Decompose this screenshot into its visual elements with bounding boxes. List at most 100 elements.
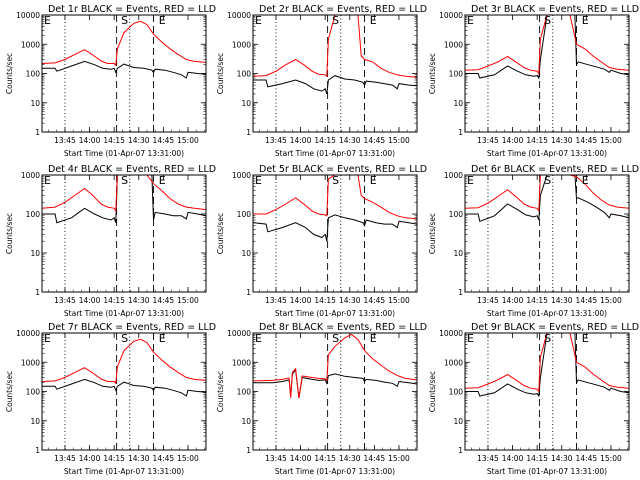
- y-tick-label: 1000: [232, 171, 251, 180]
- events-series-line: [465, 15, 629, 80]
- y-tick-label: 100: [237, 388, 252, 397]
- x-tick-label: 14:00: [79, 454, 101, 463]
- x-axis-label: Start Time (01-Apr-07 13:31:00): [64, 149, 184, 158]
- y-tick-label: 10: [30, 249, 40, 258]
- x-tick-label: 14:45: [153, 454, 175, 463]
- x-tick-label: 15:00: [177, 296, 199, 305]
- x-tick-label: 14:00: [290, 296, 312, 305]
- x-tick-label: 13:45: [477, 296, 499, 305]
- y-axis-label: Counts/sec: [216, 371, 225, 412]
- x-tick-label: 14:45: [576, 296, 598, 305]
- y-tick-label: 10: [241, 417, 251, 426]
- x-tick-label: 14:45: [153, 136, 175, 145]
- interval-marker: S: [121, 332, 128, 345]
- detector-panel: Det 4r BLACK = Events, RED = LLD Counts/s…: [5, 164, 216, 318]
- lld-series-line: [465, 333, 629, 393]
- x-tick-label: 14:15: [103, 296, 125, 305]
- y-tick-label: 1: [246, 288, 251, 297]
- interval-marker: E: [159, 14, 166, 27]
- interval-marker: E: [255, 174, 262, 187]
- events-series-line: [253, 214, 417, 242]
- y-tick-label: 100: [26, 388, 41, 397]
- y-tick-label: 1: [35, 446, 40, 455]
- x-tick-label: 14:45: [153, 296, 175, 305]
- plot-frame: [252, 174, 418, 293]
- panel-title: Det 5r BLACK = Events, RED = LLD: [259, 164, 427, 175]
- interval-marker: S: [544, 332, 551, 345]
- y-tick-label: 1: [246, 446, 251, 455]
- panel-title: Det 9r BLACK = Events, RED = LLD: [471, 322, 639, 333]
- y-tick-label: 100: [237, 70, 252, 79]
- panel-title: Det 6r BLACK = Events, RED = LLD: [471, 164, 639, 175]
- x-tick-label: 14:00: [79, 296, 101, 305]
- detector-panel: Det 1r BLACK = Events, RED = LLD Counts/s…: [5, 4, 216, 158]
- y-tick-label: 100: [237, 210, 252, 219]
- y-tick-label: 1000: [232, 40, 251, 49]
- x-tick-label: 14:00: [502, 136, 524, 145]
- lld-series-line: [465, 15, 629, 75]
- x-tick-label: 13:45: [477, 136, 499, 145]
- interval-marker: E: [159, 174, 166, 187]
- x-tick-label: 14:45: [364, 136, 386, 145]
- y-tick-label: 1000: [232, 358, 251, 367]
- y-tick-label: 1000: [444, 358, 463, 367]
- y-tick-label: 10000: [16, 329, 40, 338]
- y-tick-label: 10: [453, 249, 463, 258]
- x-axis-label: Start Time (01-Apr-07 13:31:00): [64, 467, 184, 476]
- x-tick-label: 14:30: [128, 296, 150, 305]
- panel-title: Det 7r BLACK = Events, RED = LLD: [48, 322, 216, 333]
- x-tick-label: 13:45: [265, 454, 287, 463]
- y-tick-label: 10: [453, 417, 463, 426]
- y-tick-label: 100: [26, 210, 41, 219]
- panel-title: Det 3r BLACK = Events, RED = LLD: [471, 4, 639, 15]
- plot-frame: [252, 332, 418, 451]
- x-axis-label: Start Time (01-Apr-07 13:31:00): [275, 309, 395, 318]
- y-tick-label: 10: [30, 99, 40, 108]
- events-series-line: [253, 368, 417, 399]
- lld-series-line: [42, 175, 206, 213]
- y-tick-label: 10: [241, 249, 251, 258]
- x-axis-label: Start Time (01-Apr-07 13:31:00): [275, 467, 395, 476]
- plot-frame: [252, 14, 418, 133]
- detector-panel: Det 5r BLACK = Events, RED = LLD Counts/s…: [216, 164, 427, 318]
- y-tick-label: 10000: [439, 329, 463, 338]
- x-tick-label: 14:30: [551, 454, 573, 463]
- x-tick-label: 13:45: [477, 454, 499, 463]
- x-tick-label: 14:15: [314, 454, 336, 463]
- y-axis-label: Counts/sec: [5, 371, 14, 412]
- lld-series-line: [42, 20, 206, 67]
- x-tick-label: 14:30: [339, 454, 361, 463]
- x-tick-label: 14:30: [339, 136, 361, 145]
- x-tick-label: 14:15: [526, 136, 548, 145]
- y-tick-label: 1: [35, 288, 40, 297]
- events-series-line: [465, 333, 629, 398]
- x-axis-label: Start Time (01-Apr-07 13:31:00): [487, 467, 607, 476]
- plot-frame: [464, 332, 630, 451]
- y-tick-label: 1: [246, 128, 251, 137]
- y-tick-label: 1: [458, 128, 463, 137]
- interval-marker: S: [332, 174, 339, 187]
- panel-title: Det 1r BLACK = Events, RED = LLD: [48, 4, 216, 15]
- plot-frame: [41, 14, 207, 133]
- y-axis-label: Counts/sec: [216, 53, 225, 94]
- detector-panel: Det 9r BLACK = Events, RED = LLD Counts/s…: [428, 322, 639, 476]
- lld-series-line: [42, 338, 206, 385]
- x-tick-label: 14:00: [502, 296, 524, 305]
- x-tick-label: 15:00: [600, 296, 622, 305]
- lld-series-line: [253, 15, 417, 78]
- y-axis-label: Counts/sec: [428, 53, 437, 94]
- y-tick-label: 1: [458, 288, 463, 297]
- interval-marker: E: [44, 174, 51, 187]
- x-tick-label: 15:00: [600, 136, 622, 145]
- events-series-line: [465, 175, 629, 222]
- y-tick-label: 1000: [21, 171, 40, 180]
- y-tick-label: 1: [35, 128, 40, 137]
- y-tick-label: 1000: [21, 358, 40, 367]
- y-axis-label: Counts/sec: [216, 213, 225, 254]
- interval-marker: E: [467, 14, 474, 27]
- x-tick-label: 15:00: [600, 454, 622, 463]
- interval-marker: S: [121, 14, 128, 27]
- panel-title: Det 8r BLACK = Events, RED = LLD: [259, 322, 427, 333]
- x-tick-label: 13:45: [265, 136, 287, 145]
- x-tick-label: 15:00: [388, 454, 410, 463]
